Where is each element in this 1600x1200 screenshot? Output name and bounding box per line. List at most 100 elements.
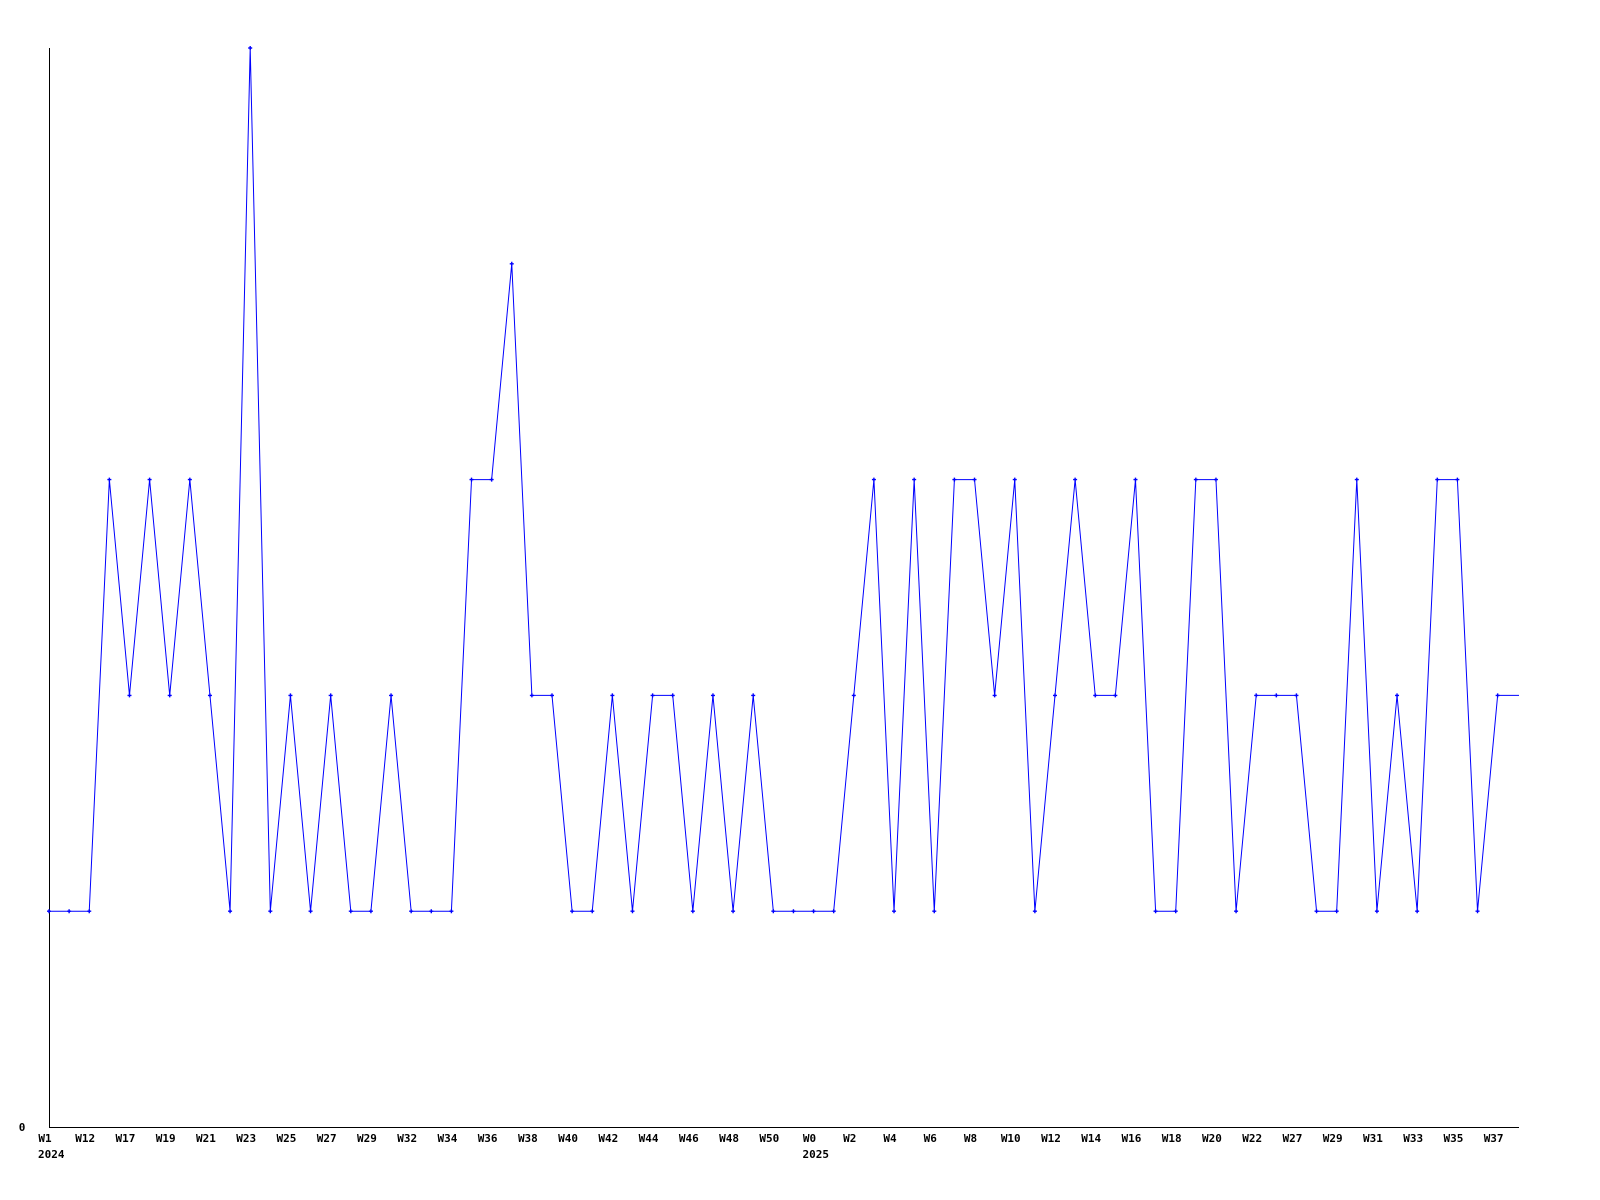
x-tick-label: W12 [75, 1132, 95, 1145]
year-label: 2024 [38, 1148, 65, 1161]
data-point [1012, 477, 1017, 482]
x-tick-labels: W1 W12 W17 W19 W21 W23 W25 W27 W29 W32 W34 W36 W38 W4… [38, 1132, 1504, 1161]
data-point [107, 477, 112, 482]
data-point [207, 693, 212, 698]
data-point [1133, 477, 1138, 482]
data-point [1475, 909, 1480, 914]
x-tick-label: W20 [1202, 1132, 1222, 1145]
data-point [1294, 693, 1299, 698]
series-polyline [49, 47, 1519, 912]
data-point [429, 909, 434, 914]
data-point [1374, 909, 1379, 914]
x-tick-label: W2 [843, 1132, 856, 1145]
x-tick-label: W44 [639, 1132, 659, 1145]
x-tick-label: W18 [1162, 1132, 1182, 1145]
data-point [348, 909, 353, 914]
data-point [791, 909, 796, 914]
data-point [650, 693, 655, 698]
x-tick-label: W38 [518, 1132, 538, 1145]
x-tick-label: W1 [38, 1132, 52, 1145]
x-tick-label: W37 [1484, 1132, 1504, 1145]
x-tick-label: W4 [883, 1132, 897, 1145]
data-point [67, 909, 72, 914]
x-tick-label: W0 [803, 1132, 816, 1145]
x-tick-label: W16 [1122, 1132, 1142, 1145]
data-point [871, 477, 876, 482]
x-tick-label: W33 [1403, 1132, 1423, 1145]
data-point [489, 477, 494, 482]
x-tick-label: W34 [437, 1132, 457, 1145]
x-tick-label: W27 [317, 1132, 337, 1145]
data-point [811, 909, 816, 914]
x-tick-label: W10 [1001, 1132, 1021, 1145]
x-tick-label: W40 [558, 1132, 578, 1145]
data-point [1173, 909, 1178, 914]
data-point [1113, 693, 1118, 698]
data-point [550, 693, 554, 698]
data-point [1455, 477, 1460, 482]
data-point [751, 693, 756, 698]
x-tick-label: W31 [1363, 1132, 1383, 1145]
x-tick-label: W27 [1283, 1132, 1303, 1145]
x-tick-label: W8 [964, 1132, 977, 1145]
data-point [1354, 477, 1359, 482]
x-tick-label: W36 [478, 1132, 498, 1145]
data-point [570, 909, 575, 914]
data-point [590, 909, 595, 914]
data-point [1254, 693, 1259, 698]
data-point [1495, 693, 1500, 698]
data-point [831, 909, 836, 914]
x-tick-label: W42 [598, 1132, 618, 1145]
data-point [670, 693, 675, 698]
data-point [932, 909, 937, 914]
data-point [972, 477, 977, 482]
data-point [127, 693, 132, 698]
data-point [1274, 693, 1279, 698]
data-point [1093, 693, 1098, 698]
x-tick-label: W46 [679, 1132, 699, 1145]
data-point [710, 693, 715, 698]
data-point [851, 693, 856, 698]
data-point [912, 477, 917, 482]
data-point [690, 909, 695, 914]
data-point [47, 909, 51, 914]
x-tick-label: W17 [116, 1132, 136, 1145]
data-point [187, 477, 192, 482]
data-point [1415, 909, 1420, 914]
data-point [731, 909, 736, 914]
x-tick-label: W29 [1323, 1132, 1343, 1145]
data-point [469, 477, 474, 482]
x-tick-label: W48 [719, 1132, 739, 1145]
data-point [1234, 909, 1239, 914]
x-tick-label: W23 [236, 1132, 256, 1145]
data-point [409, 909, 414, 914]
x-tick-label: W35 [1443, 1132, 1463, 1145]
x-tick-label: W19 [156, 1132, 176, 1145]
data-point [167, 693, 172, 698]
data-point [1073, 477, 1078, 482]
data-point [992, 693, 997, 698]
data-point [771, 909, 776, 914]
x-tick-label: W29 [357, 1132, 377, 1145]
x-tick-label: W12 [1041, 1132, 1061, 1145]
data-point [449, 909, 454, 914]
series-line [47, 46, 1519, 914]
data-point [147, 477, 152, 482]
data-point [389, 693, 394, 698]
data-point [1032, 909, 1037, 914]
data-point [529, 693, 534, 698]
data-point [1193, 477, 1198, 482]
x-tick-label: W6 [924, 1132, 938, 1145]
x-tick-label: W32 [397, 1132, 417, 1145]
data-point [610, 693, 615, 698]
x-tick-label: W25 [277, 1132, 297, 1145]
x-tick-label: W14 [1081, 1132, 1101, 1145]
x-tick-label: W21 [196, 1132, 216, 1145]
data-point [368, 909, 373, 914]
year-label: 2025 [803, 1148, 830, 1161]
data-point [1213, 477, 1218, 482]
y-tick-label: 0 [19, 1121, 26, 1134]
data-point [1053, 693, 1057, 698]
data-point [288, 693, 293, 698]
